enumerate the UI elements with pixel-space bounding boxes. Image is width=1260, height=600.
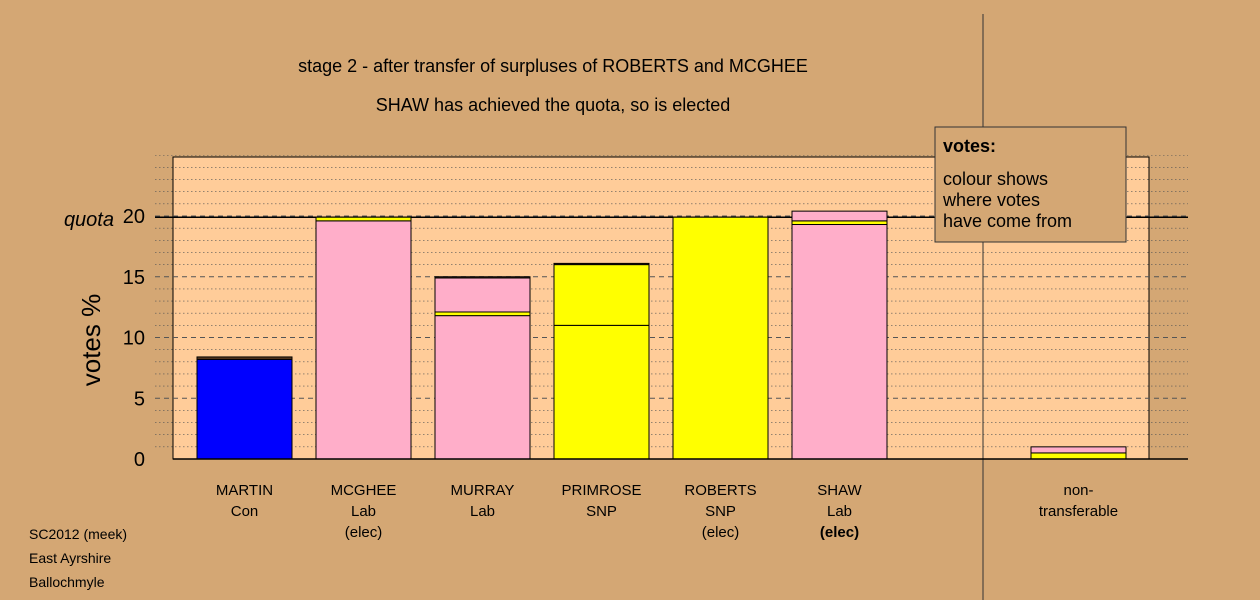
party-label: SNP xyxy=(586,503,617,520)
candidate-name-label: MCGHEE xyxy=(331,482,397,499)
candidate-name-label: PRIMROSE xyxy=(561,482,641,499)
y-tick-label: 20 xyxy=(123,206,145,228)
bar-primrose-segment xyxy=(553,324,650,460)
status-label: (elec) xyxy=(702,524,740,541)
legend-line-2: where votes xyxy=(942,190,1040,210)
bar-murray-segment xyxy=(434,311,531,317)
bar-shaw-segment xyxy=(791,220,888,226)
chart-subtitle: SHAW has achieved the quota, so is elect… xyxy=(376,95,731,115)
bar-shaw-segment xyxy=(791,224,888,460)
bar-nontransferable-segment xyxy=(1030,452,1127,460)
status-label: (elec) xyxy=(345,524,383,541)
status-label: (elec) xyxy=(820,524,859,541)
quota-label: quota xyxy=(64,209,114,231)
footer-line-2: East Ayrshire xyxy=(29,550,111,566)
chart-title: stage 2 - after transfer of surpluses of… xyxy=(298,56,808,76)
bar-mcghee-segment xyxy=(315,216,412,222)
bar-murray-segment xyxy=(434,277,531,313)
party-label: Lab xyxy=(827,503,852,520)
legend-line-3: have come from xyxy=(943,211,1072,231)
party-label: SNP xyxy=(705,503,736,520)
candidate-name-label: MURRAY xyxy=(451,482,515,499)
party-label: Con xyxy=(231,503,259,520)
party-label: Lab xyxy=(470,503,495,520)
legend-box xyxy=(934,126,1127,243)
x-category-labels: MARTIN Con MCGHEE Lab (elec) MURRAY Lab PRIMROS… xyxy=(216,482,1118,541)
y-tick-label: 0 xyxy=(134,449,145,471)
y-tick-labels: 0 5 10 15 20 xyxy=(123,206,145,471)
footer-line-3: Ballochmyle xyxy=(29,574,105,590)
bar-murray-segment xyxy=(434,276,531,279)
bar-shaw-segment xyxy=(791,210,888,222)
candidate-name-label: ROBERTS xyxy=(684,482,756,499)
nontransferable-label: non- xyxy=(1063,482,1093,499)
bar-murray-segment xyxy=(434,315,531,460)
y-axis-label: votes % xyxy=(76,294,106,387)
bars xyxy=(196,210,1127,460)
party-label: Lab xyxy=(351,503,376,520)
bar-martin-segment xyxy=(196,356,293,360)
bar-nontransferable-segment xyxy=(1030,446,1127,454)
legend-heading: votes: xyxy=(943,136,996,156)
candidate-name-label: SHAW xyxy=(817,482,862,499)
bar-mcghee-segment xyxy=(315,220,412,460)
bar-roberts-segment xyxy=(672,216,769,460)
bar-martin-segment xyxy=(196,358,293,460)
y-tick-label: 10 xyxy=(123,328,145,350)
y-tick-label: 5 xyxy=(134,388,145,410)
legend-line-1: colour shows xyxy=(943,169,1048,189)
bar-primrose-segment xyxy=(553,262,650,266)
y-tick-label: 15 xyxy=(123,267,145,289)
candidate-name-label: MARTIN xyxy=(216,482,273,499)
legend: votes: colour shows where votes have com… xyxy=(934,126,1127,243)
footer-line-1: SC2012 (meek) xyxy=(29,526,127,542)
bar-primrose-segment xyxy=(553,264,650,326)
nontransferable-label: transferable xyxy=(1039,503,1118,520)
